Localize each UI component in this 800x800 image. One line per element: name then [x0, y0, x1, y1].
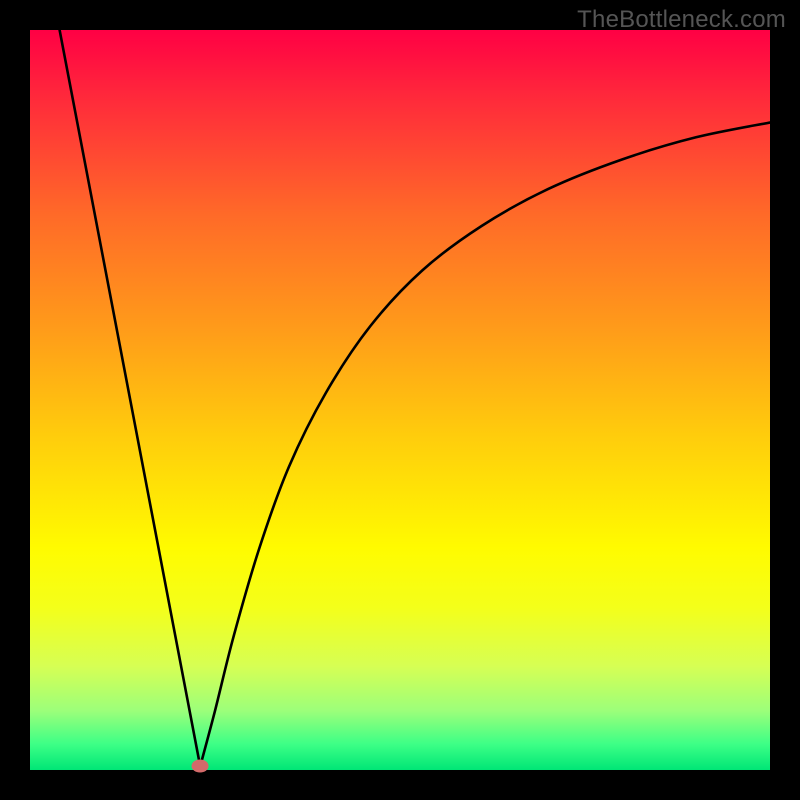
- chart-frame: TheBottleneck.com: [0, 0, 800, 800]
- plot-area: [30, 30, 770, 770]
- minimum-marker: [192, 759, 209, 772]
- bottleneck-curve: [30, 30, 770, 770]
